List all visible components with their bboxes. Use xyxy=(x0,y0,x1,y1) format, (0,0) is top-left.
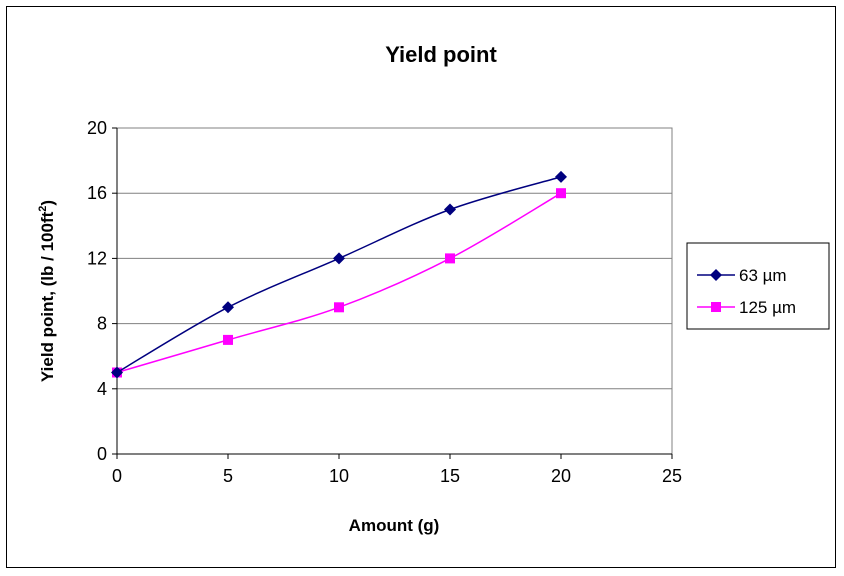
y-tick-label: 16 xyxy=(87,183,107,203)
y-axis-label-superscript: 2 xyxy=(37,206,49,212)
x-tick-label: 5 xyxy=(223,466,233,486)
data-point xyxy=(111,366,123,379)
x-tick-label: 0 xyxy=(112,466,122,486)
chart-area: Yield point 0 4 8 12 16 20 0 5 10 15 20 25 Amount … xyxy=(6,6,836,568)
x-tick-label: 10 xyxy=(329,466,349,486)
data-point xyxy=(333,252,345,265)
series-0 xyxy=(111,170,567,379)
y-tick-label: 20 xyxy=(87,118,107,138)
chart-title: Yield point xyxy=(385,42,497,67)
data-point xyxy=(555,170,567,183)
y-axis-label-main: Yield point, (lb / 100ft xyxy=(38,211,57,382)
line-chart: Yield point 0 4 8 12 16 20 0 5 10 15 20 25 Amount … xyxy=(37,42,830,535)
y-tick-label: 0 xyxy=(97,444,107,464)
series-group xyxy=(111,170,567,379)
legend-label: 125 µm xyxy=(739,298,796,317)
x-tick-label: 25 xyxy=(662,466,682,486)
data-point xyxy=(445,253,455,264)
y-tick-label: 8 xyxy=(97,314,107,334)
legend: 63 µm 125 µm xyxy=(686,242,830,330)
data-point xyxy=(556,188,566,199)
x-tick-label: 15 xyxy=(440,466,460,486)
y-axis-label: Yield point, (lb / 100ft2) xyxy=(37,200,57,382)
legend-marker xyxy=(710,269,722,281)
legend-box xyxy=(686,242,830,330)
x-tick-labels: 0 5 10 15 20 25 xyxy=(112,466,682,486)
legend-item: 125 µm xyxy=(697,298,796,317)
x-axis-label: Amount (g) xyxy=(349,516,440,535)
data-point xyxy=(334,302,344,313)
plot-area xyxy=(116,127,673,455)
y-tick-label: 4 xyxy=(97,379,107,399)
x-tick-label: 20 xyxy=(551,466,571,486)
gridlines xyxy=(117,192,672,390)
data-point xyxy=(223,334,233,345)
y-tick-labels: 0 4 8 12 16 20 xyxy=(87,118,107,464)
axes xyxy=(112,127,673,459)
data-point xyxy=(444,203,456,216)
data-point xyxy=(222,301,234,314)
legend-marker xyxy=(711,302,721,312)
legend-label: 63 µm xyxy=(739,266,787,285)
y-tick-label: 12 xyxy=(87,248,107,268)
y-axis-label-close: ) xyxy=(38,200,57,206)
legend-items: 63 µm 125 µm xyxy=(697,266,796,317)
legend-item: 63 µm xyxy=(697,266,787,285)
